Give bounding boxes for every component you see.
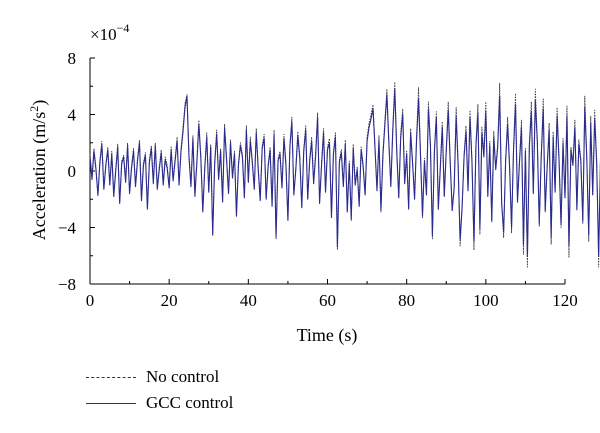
y-tick-label: −8 <box>58 275 76 294</box>
y-axis-title: Acceleration (m/s2) <box>27 100 50 240</box>
y-tick-label: 4 <box>68 106 77 125</box>
legend-swatch-no-control <box>86 376 136 378</box>
x-tick-label: 80 <box>398 291 415 310</box>
x-tick-label: 120 <box>552 291 578 310</box>
legend-label-no-control: No control <box>146 367 220 386</box>
legend: No control GCC control <box>86 364 233 416</box>
x-tick-label: 40 <box>240 291 257 310</box>
axes <box>89 57 566 285</box>
y-tick-label: 8 <box>68 49 77 68</box>
x-tick-label: 0 <box>86 291 95 310</box>
legend-swatch-gcc-control <box>86 402 136 404</box>
y-tick-label: −4 <box>58 219 77 238</box>
legend-item-gcc-control: GCC control <box>86 390 233 416</box>
x-tick-label: 20 <box>161 291 178 310</box>
legend-item-no-control: No control <box>86 364 233 390</box>
tick-labels: 0 20 40 60 80 100 120 −8 −4 0 4 8 <box>58 49 578 310</box>
plot-area <box>89 81 600 268</box>
x-tick-label: 100 <box>473 291 499 310</box>
y-multiplier-label: ×10−4 <box>90 21 129 44</box>
x-tick-label: 60 <box>319 291 336 310</box>
legend-label-gcc-control: GCC control <box>146 393 234 412</box>
series-line-gcc-control <box>89 88 600 257</box>
x-axis-title: Time (s) <box>297 325 358 346</box>
y-tick-label: 0 <box>68 162 77 181</box>
